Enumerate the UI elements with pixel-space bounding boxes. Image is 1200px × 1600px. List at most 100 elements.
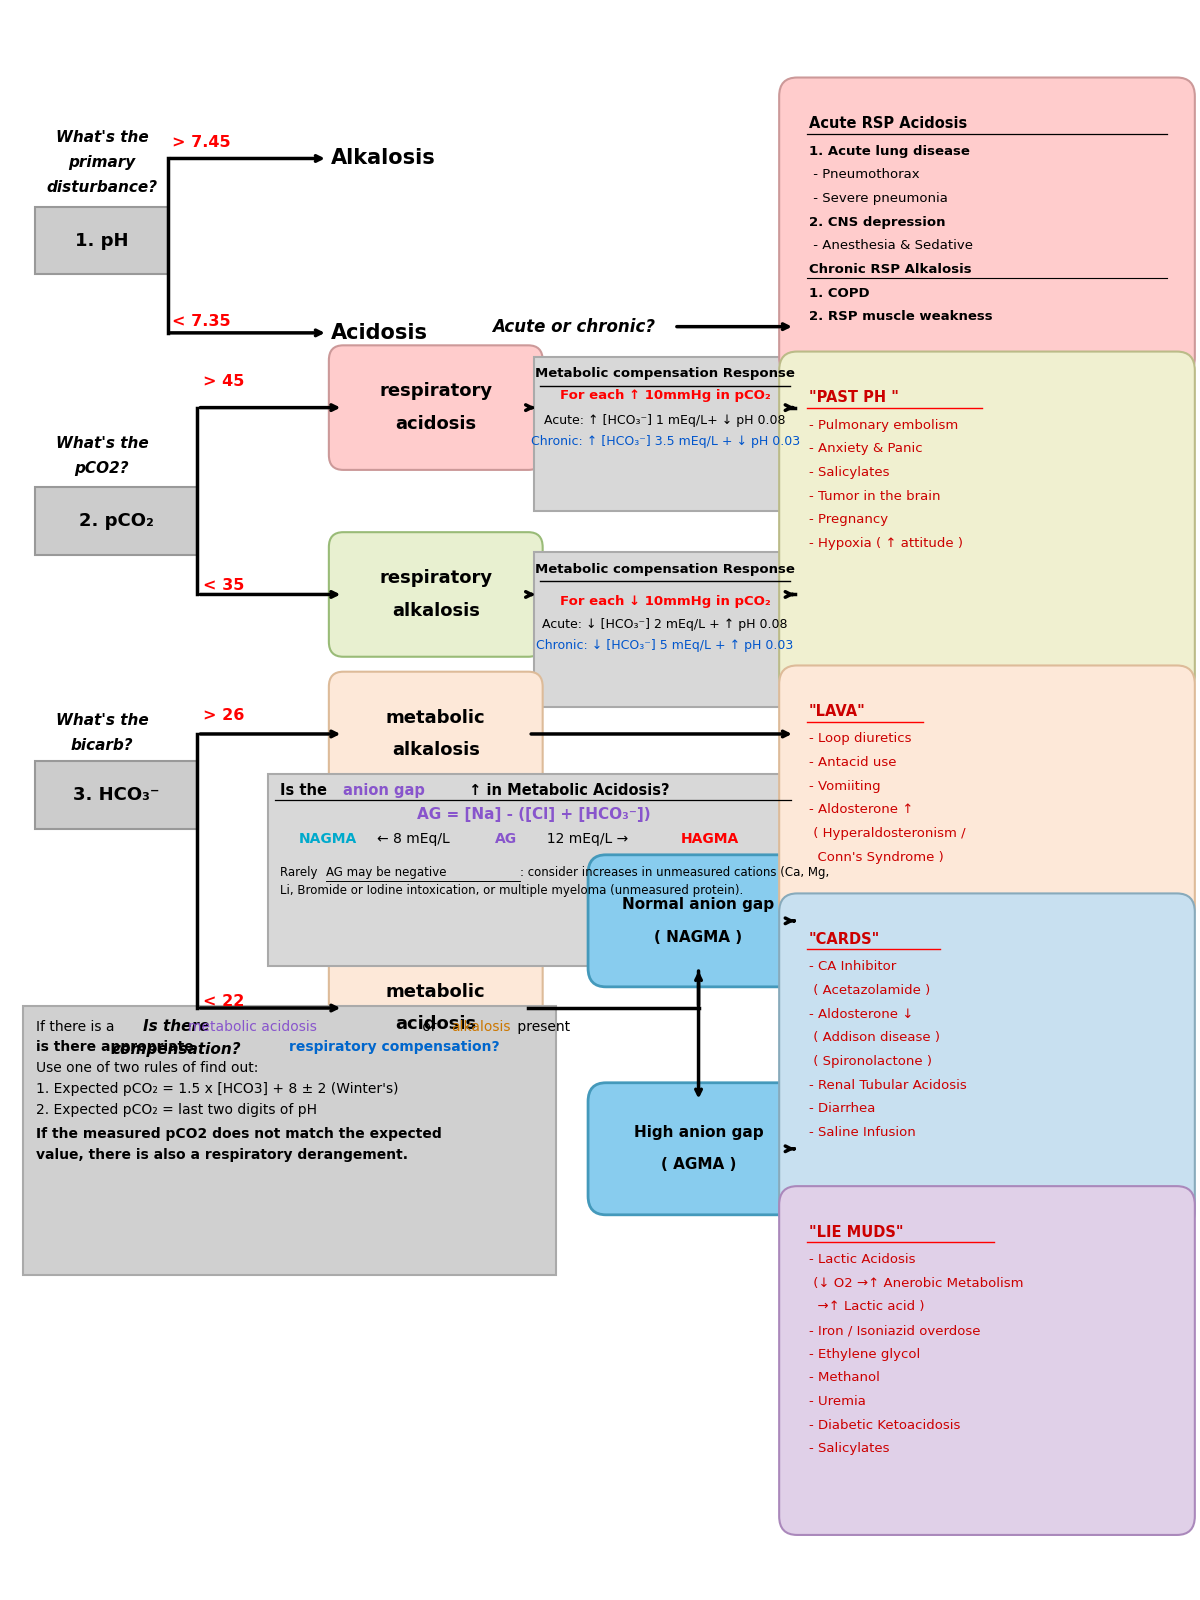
Text: 2. Expected pCO₂ = last two digits of pH: 2. Expected pCO₂ = last two digits of pH	[36, 1102, 317, 1117]
Text: < 22: < 22	[204, 994, 245, 1010]
Text: What's the: What's the	[55, 130, 149, 146]
Text: ( Acetazolamide ): ( Acetazolamide )	[809, 984, 930, 997]
FancyBboxPatch shape	[779, 352, 1195, 694]
Text: If the measured pCO2 does not match the expected: If the measured pCO2 does not match the …	[36, 1126, 442, 1141]
Text: < 35: < 35	[204, 578, 245, 594]
Text: acidosis: acidosis	[395, 414, 476, 434]
Text: For each ↑ 10mmHg in pCO₂: For each ↑ 10mmHg in pCO₂	[559, 389, 770, 402]
Text: - Diabetic Ketoacidosis: - Diabetic Ketoacidosis	[809, 1419, 960, 1432]
Text: Acute or chronic?: Acute or chronic?	[492, 318, 655, 336]
Text: - Pregnancy: - Pregnancy	[809, 514, 888, 526]
Text: 1. pH: 1. pH	[74, 232, 128, 250]
Text: - Tumor in the brain: - Tumor in the brain	[809, 490, 941, 502]
Text: AG: AG	[494, 832, 517, 846]
Text: respiratory: respiratory	[379, 382, 492, 400]
Text: Conn's Syndrome ): Conn's Syndrome )	[809, 851, 943, 864]
Text: Metabolic compensation Response: Metabolic compensation Response	[535, 368, 796, 381]
Text: metabolic: metabolic	[386, 982, 486, 1002]
FancyBboxPatch shape	[534, 552, 796, 707]
Text: ↑ in Metabolic Acidosis?: ↑ in Metabolic Acidosis?	[464, 782, 670, 797]
Text: What's the: What's the	[55, 437, 149, 451]
Text: 12 mEq/L →: 12 mEq/L →	[538, 832, 628, 846]
Text: compensation?: compensation?	[112, 1042, 241, 1056]
Text: Acute: ↓ [HCO₃⁻] 2 mEq/L + ↑ pH 0.08: Acute: ↓ [HCO₃⁻] 2 mEq/L + ↑ pH 0.08	[542, 618, 788, 630]
Text: > 45: > 45	[204, 374, 245, 389]
Text: alkalosis: alkalosis	[392, 741, 480, 758]
Text: - Diarrhea: - Diarrhea	[809, 1102, 876, 1115]
Text: High anion gap: High anion gap	[634, 1125, 763, 1141]
Text: anion gap: anion gap	[343, 782, 425, 797]
Text: - Anesthesia & Sedative: - Anesthesia & Sedative	[809, 238, 973, 253]
Text: What's the: What's the	[55, 712, 149, 728]
Text: > 26: > 26	[204, 707, 245, 723]
FancyBboxPatch shape	[779, 77, 1195, 376]
Text: "CARDS": "CARDS"	[809, 933, 881, 947]
Text: Chronic RSP Alkalosis: Chronic RSP Alkalosis	[809, 262, 972, 275]
Text: - Aldosterone ↓: - Aldosterone ↓	[809, 1008, 913, 1021]
Text: - Salicylates: - Salicylates	[809, 466, 889, 478]
FancyBboxPatch shape	[779, 893, 1195, 1230]
Text: AG may be negative: AG may be negative	[326, 866, 446, 878]
Text: AG = [Na] - ([Cl] + [HCO₃⁻]): AG = [Na] - ([Cl] + [HCO₃⁻])	[418, 808, 652, 822]
FancyBboxPatch shape	[588, 1083, 809, 1214]
Text: (↓ O2 →↑ Anerobic Metabolism: (↓ O2 →↑ Anerobic Metabolism	[809, 1277, 1024, 1290]
FancyBboxPatch shape	[329, 672, 542, 797]
Text: 2. RSP muscle weakness: 2. RSP muscle weakness	[809, 310, 992, 323]
Text: alkalosis: alkalosis	[392, 602, 480, 619]
Text: ( Spironolactone ): ( Spironolactone )	[809, 1054, 932, 1069]
Text: ( Addison disease ): ( Addison disease )	[809, 1032, 940, 1045]
Text: ( Hyperaldosteronism /: ( Hyperaldosteronism /	[809, 827, 966, 840]
Text: bicarb?: bicarb?	[71, 738, 133, 752]
Text: 1. Acute lung disease: 1. Acute lung disease	[809, 144, 970, 157]
Text: - Severe pneumonia: - Severe pneumonia	[809, 192, 948, 205]
Text: pCO2?: pCO2?	[74, 461, 130, 477]
Text: 3. HCO₃⁻: 3. HCO₃⁻	[73, 786, 160, 805]
Text: or: or	[419, 1019, 442, 1034]
Text: - Methanol: - Methanol	[809, 1371, 880, 1384]
Text: - Antacid use: - Antacid use	[809, 757, 896, 770]
Text: - Uremia: - Uremia	[809, 1395, 866, 1408]
Text: 1. Expected pCO₂ = 1.5 x [HCO3] + 8 ± 2 (Winter's): 1. Expected pCO₂ = 1.5 x [HCO3] + 8 ± 2 …	[36, 1082, 398, 1096]
Text: - CA Inhibitor: - CA Inhibitor	[809, 960, 896, 973]
FancyBboxPatch shape	[588, 854, 809, 987]
Text: - Anxiety & Panic: - Anxiety & Panic	[809, 442, 923, 456]
Text: 2. pCO₂: 2. pCO₂	[79, 512, 154, 530]
Text: - Lactic Acidosis: - Lactic Acidosis	[809, 1253, 916, 1266]
Text: Acidosis: Acidosis	[331, 323, 428, 342]
Text: Alkalosis: Alkalosis	[331, 149, 436, 168]
Text: metabolic acidosis: metabolic acidosis	[188, 1019, 317, 1034]
Text: Is there: Is there	[143, 1019, 209, 1034]
Text: acidosis: acidosis	[395, 1016, 476, 1034]
Text: disturbance?: disturbance?	[47, 179, 157, 195]
Text: metabolic: metabolic	[386, 709, 486, 726]
Text: 2. CNS depression: 2. CNS depression	[809, 216, 946, 229]
Text: ( NAGMA ): ( NAGMA )	[654, 930, 743, 944]
Text: alkalosis: alkalosis	[451, 1019, 510, 1034]
Text: - Aldosterone ↑: - Aldosterone ↑	[809, 803, 913, 816]
Text: 1. COPD: 1. COPD	[809, 286, 870, 299]
Text: - Salicylates: - Salicylates	[809, 1443, 889, 1456]
Text: Acute: ↑ [HCO₃⁻] 1 mEq/L+ ↓ pH 0.08: Acute: ↑ [HCO₃⁻] 1 mEq/L+ ↓ pH 0.08	[545, 413, 786, 427]
Text: Use one of two rules of find out:: Use one of two rules of find out:	[36, 1061, 258, 1075]
Text: Li, Bromide or Iodine intoxication, or multiple myeloma (unmeasured protein).: Li, Bromide or Iodine intoxication, or m…	[280, 885, 743, 898]
Text: ( AGMA ): ( AGMA )	[661, 1157, 737, 1173]
Text: "LIE MUDS": "LIE MUDS"	[809, 1224, 904, 1240]
FancyBboxPatch shape	[35, 762, 198, 829]
Text: ← 8 mEq/L: ← 8 mEq/L	[377, 832, 449, 846]
Text: - Ethylene glycol: - Ethylene glycol	[809, 1347, 920, 1362]
Text: - Pneumothorax: - Pneumothorax	[809, 168, 919, 181]
FancyBboxPatch shape	[35, 488, 198, 555]
Text: "PAST PH ": "PAST PH "	[809, 390, 899, 405]
Text: - Pulmonary embolism: - Pulmonary embolism	[809, 419, 959, 432]
Text: : consider increases in unmeasured cations (Ca, Mg,: : consider increases in unmeasured catio…	[520, 866, 829, 878]
Text: - Vomiiting: - Vomiiting	[809, 779, 881, 792]
Text: →↑ Lactic acid ): →↑ Lactic acid )	[809, 1301, 924, 1314]
Text: Acute RSP Acidosis: Acute RSP Acidosis	[809, 117, 967, 131]
Text: NAGMA: NAGMA	[299, 832, 358, 846]
Text: < 7.35: < 7.35	[173, 314, 232, 330]
FancyBboxPatch shape	[329, 533, 542, 656]
FancyBboxPatch shape	[329, 346, 542, 470]
Text: primary: primary	[68, 155, 136, 170]
Text: - Loop diuretics: - Loop diuretics	[809, 733, 912, 746]
Text: For each ↓ 10mmHg in pCO₂: For each ↓ 10mmHg in pCO₂	[559, 595, 770, 608]
